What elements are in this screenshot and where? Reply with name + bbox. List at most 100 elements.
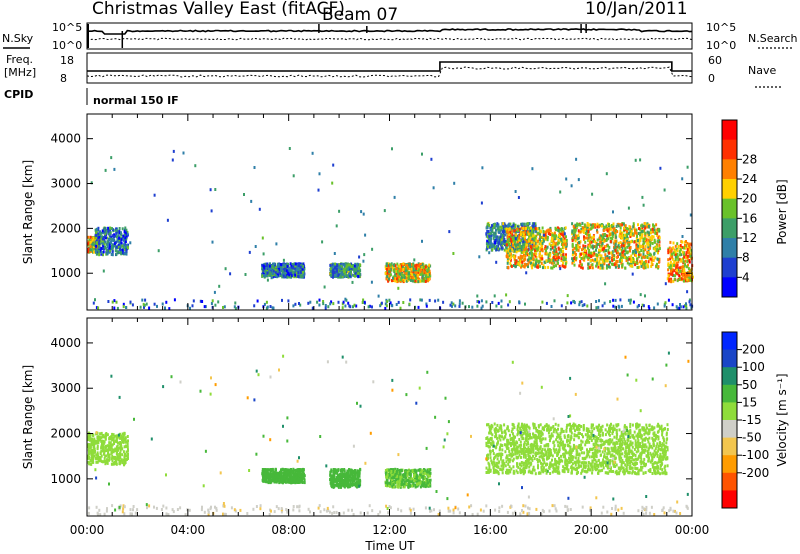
scatter-point (570, 301, 573, 305)
scatter-point (391, 279, 393, 282)
scatter-point (405, 279, 408, 283)
scatter-point (290, 268, 293, 272)
scatter-point (409, 265, 412, 268)
scatter-point (261, 472, 264, 476)
scatter-point (642, 252, 645, 256)
scatter-point (510, 227, 513, 231)
y-tick-label: 4000 (50, 132, 81, 146)
scatter-point (508, 227, 511, 231)
scatter-point (92, 301, 95, 305)
y-tick-label: 1000 (50, 266, 81, 280)
scatter-point (333, 264, 336, 268)
scatter-point (601, 235, 604, 239)
scatter-point (105, 449, 108, 453)
scatter-point (380, 301, 383, 305)
scatter-point (519, 256, 522, 260)
scatter-point (95, 250, 98, 254)
scatter-point (620, 223, 623, 227)
scatter-point (573, 256, 576, 260)
scatter-point (106, 240, 109, 244)
scatter-point (105, 249, 108, 253)
scatter-point (687, 244, 690, 248)
scatter-point (488, 234, 491, 238)
scatter-point (654, 231, 657, 235)
scatter-point (279, 480, 282, 484)
scatter-point (99, 232, 102, 236)
scatter-point (274, 468, 277, 472)
scatter-point (283, 472, 286, 476)
scatter-point (122, 237, 125, 241)
scatter-point (254, 245, 257, 248)
scatter-point (626, 238, 629, 242)
scatter-point (584, 236, 587, 240)
scatter-point (531, 229, 533, 233)
scatter-point (628, 241, 631, 245)
scatter-point (274, 265, 277, 269)
scatter-point (514, 228, 517, 232)
scatter-point (551, 261, 554, 265)
scatter-point (418, 277, 421, 281)
scatter-point (98, 230, 101, 234)
scatter-point (641, 303, 644, 307)
scatter-point (164, 306, 166, 310)
scatter-point (401, 275, 404, 279)
scatter-point (654, 249, 657, 253)
scatter-point (397, 300, 400, 304)
scatter-point (605, 266, 608, 270)
scatter-point (515, 250, 518, 254)
scatter-point (676, 266, 679, 270)
scatter-point (122, 305, 125, 309)
scatter-point (638, 241, 641, 245)
scatter-point (520, 265, 522, 269)
scatter-point (111, 438, 114, 442)
scatter-point (427, 268, 430, 272)
scatter-point (489, 241, 492, 245)
scatter-point (119, 245, 122, 249)
scatter-point (297, 468, 300, 472)
scatter-point (90, 248, 93, 252)
scatter-point (690, 306, 693, 310)
scatter-point (101, 229, 104, 233)
scatter-point (145, 302, 148, 306)
scatter-point (125, 233, 128, 237)
scatter-point (287, 470, 289, 474)
scatter-point (523, 222, 526, 226)
scatter-point (281, 275, 284, 279)
scatter-point (291, 262, 294, 266)
scatter-point (368, 304, 371, 308)
scatter-point (558, 251, 561, 255)
scatter-point (199, 299, 202, 303)
scatter-point (281, 481, 284, 485)
scatter-point (488, 238, 491, 242)
scatter-point (601, 264, 604, 268)
scatter-point (318, 172, 321, 176)
scatter-point (646, 256, 649, 259)
scatter-point (113, 242, 116, 246)
scatter-point (563, 232, 566, 236)
scatter-point (405, 276, 408, 280)
scatter-point (629, 264, 632, 268)
scatter-point (521, 232, 524, 236)
scatter-point (532, 230, 535, 234)
scatter-point (506, 230, 509, 234)
scatter-point (600, 243, 603, 247)
scatter-point (266, 263, 269, 267)
scatter-point (551, 244, 554, 248)
scatter-point (532, 263, 535, 267)
scatter-point (502, 232, 505, 236)
scatter-point (293, 275, 296, 279)
scatter-point (673, 260, 676, 263)
scatter-point (122, 450, 125, 454)
figure-title: Christmas Valley East (fitACF) (92, 0, 345, 19)
scatter-point (566, 294, 569, 298)
scatter-point (358, 255, 361, 259)
scatter-point (574, 233, 577, 237)
scatter-point (530, 240, 533, 244)
scatter-point (522, 245, 525, 249)
scatter-point (358, 263, 361, 267)
scatter-point (264, 468, 266, 472)
scatter-point (504, 233, 507, 237)
scatter-point (123, 252, 126, 256)
scatter-point (681, 240, 684, 244)
